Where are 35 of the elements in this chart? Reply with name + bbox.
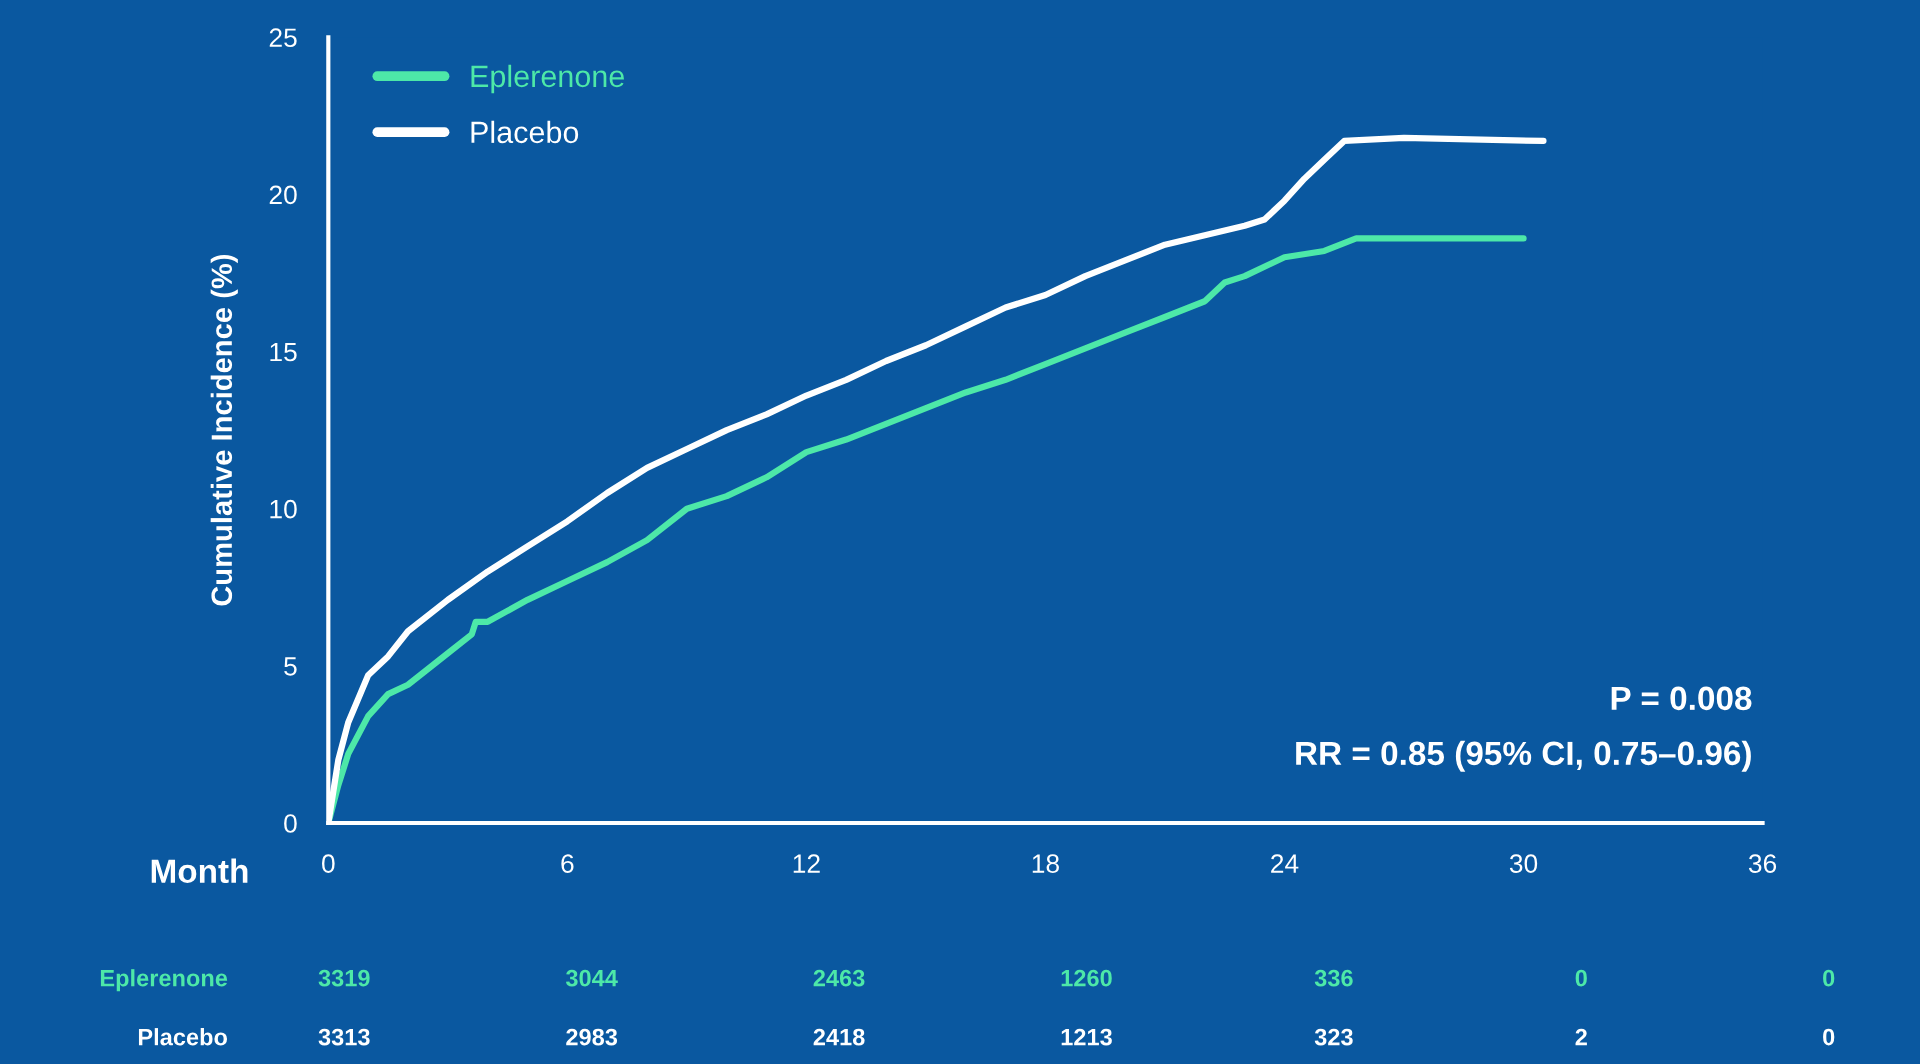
x-tick-label: 18 bbox=[1032, 854, 1059, 873]
y-tick-label: 0 bbox=[284, 814, 297, 833]
text: Placebo bbox=[138, 1028, 228, 1046]
text: 336 bbox=[1314, 969, 1353, 987]
y-tick-label: 25 bbox=[269, 28, 297, 48]
y-axis-title: Cumulative Incidence (%) bbox=[210, 254, 238, 606]
text: 2983 bbox=[566, 1028, 618, 1046]
text: 3044 bbox=[565, 969, 618, 987]
text: 2 bbox=[1575, 1028, 1587, 1046]
text: 0 bbox=[1823, 969, 1835, 987]
x-tick-label: 36 bbox=[1748, 854, 1777, 873]
legend-label: Placebo bbox=[471, 120, 579, 144]
text: 323 bbox=[1314, 1028, 1353, 1046]
text: 2418 bbox=[813, 1028, 865, 1046]
y-tick-label: 15 bbox=[270, 342, 297, 362]
text: 3319 bbox=[318, 969, 370, 987]
text: 3313 bbox=[318, 1028, 370, 1046]
annotation: RR = 0.85 (95% CI, 0.75–0.96) bbox=[1296, 740, 1751, 772]
text: 0 bbox=[1823, 1028, 1835, 1046]
text: 2463 bbox=[813, 969, 865, 987]
text: 1260 bbox=[1061, 969, 1112, 987]
y-tick-label: 5 bbox=[284, 657, 297, 676]
y-tick-label: 20 bbox=[269, 185, 297, 205]
x-tick-label: 0 bbox=[322, 854, 335, 873]
annotation: P = 0.008 bbox=[1611, 686, 1752, 711]
text: 1213 bbox=[1061, 1028, 1112, 1046]
x-tick-label: 24 bbox=[1271, 854, 1299, 873]
x-tick-label: 30 bbox=[1509, 854, 1538, 873]
legend-label: Eplerenone bbox=[471, 64, 624, 94]
y-tick-label: 10 bbox=[270, 499, 297, 519]
x-axis-title: Month bbox=[151, 858, 248, 884]
text: 0 bbox=[1575, 969, 1587, 987]
x-tick-label: 6 bbox=[561, 854, 574, 873]
text: Eplerenone bbox=[100, 969, 228, 992]
x-tick-label: 12 bbox=[793, 854, 820, 873]
